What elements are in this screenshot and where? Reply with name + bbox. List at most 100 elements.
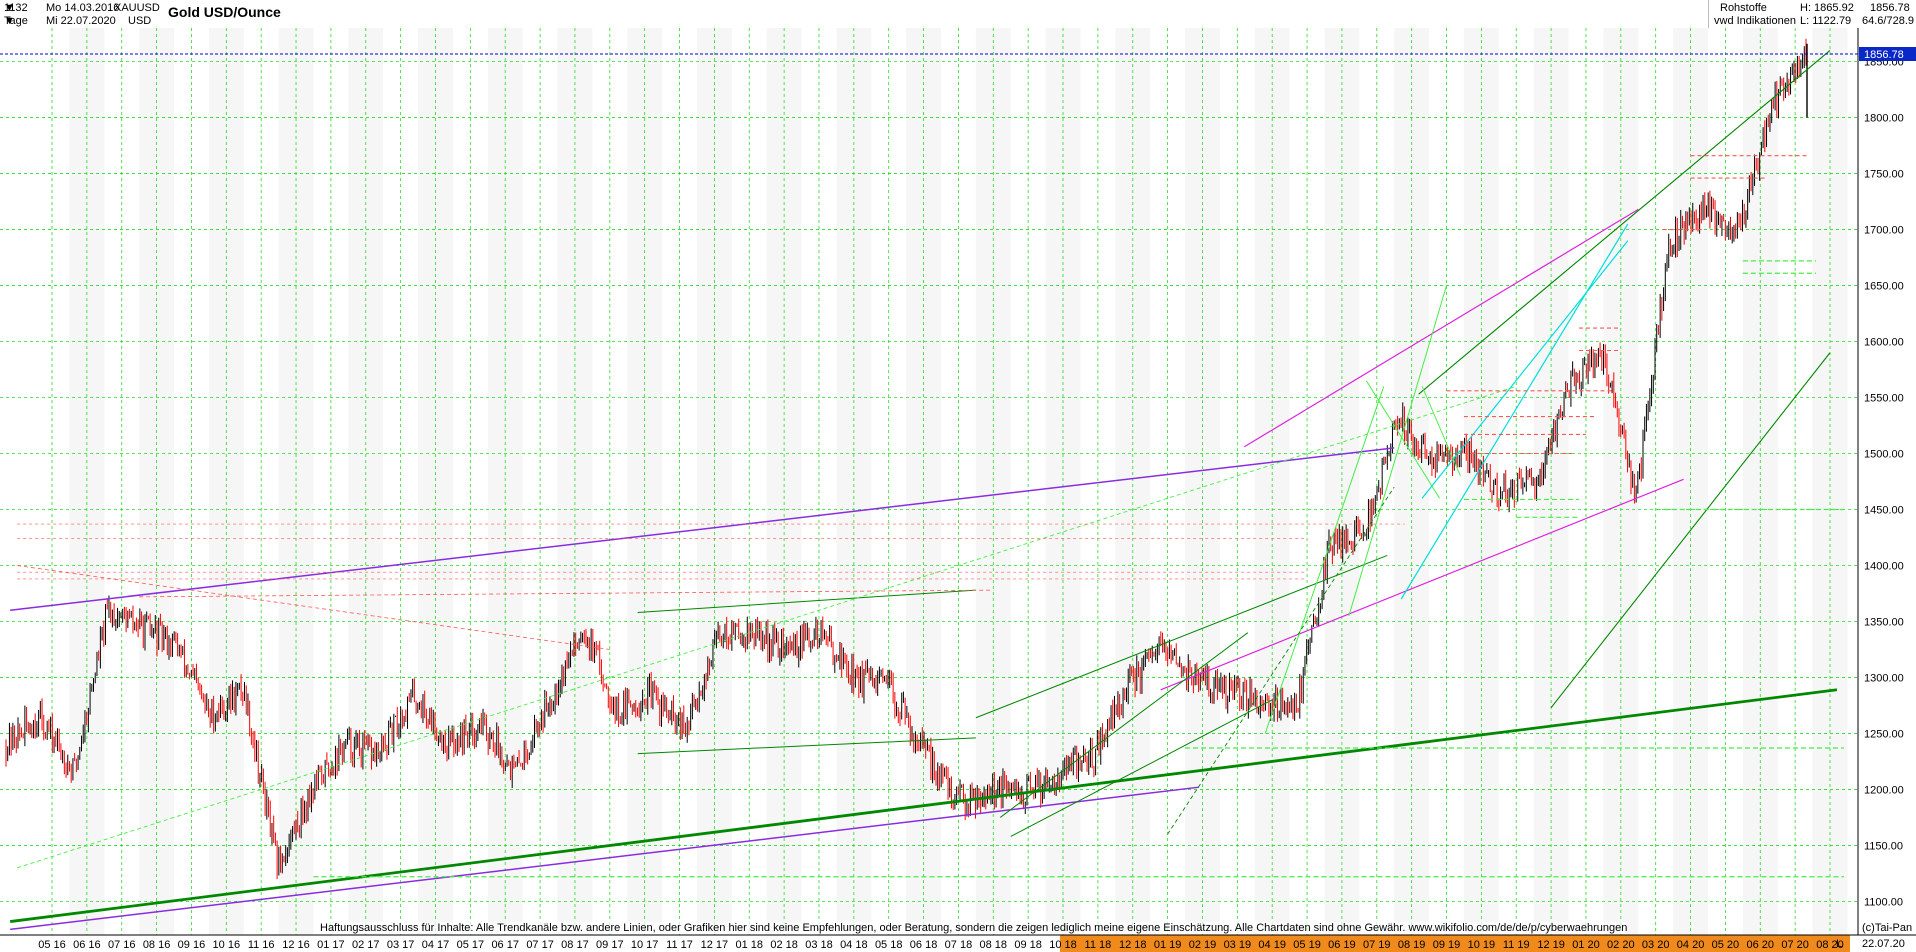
x-tick-label: 10 19 — [1468, 939, 1496, 951]
x-tick-label: 04 20 — [1677, 939, 1705, 951]
x-tick-label: 02 19 — [1189, 939, 1217, 951]
x-tick-label: 05 18 — [875, 939, 903, 951]
x-tick-label: 04 18 — [840, 939, 868, 951]
trendline-dotted — [1167, 486, 1395, 835]
x-tick-label: 11 17 — [666, 939, 693, 951]
y-tick-label: 1750.00 — [1864, 169, 1904, 181]
x-tick-label: 01 20 — [1572, 939, 1600, 951]
x-tick-label: 06 17 — [491, 939, 519, 951]
y-tick-label: 1800.00 — [1864, 113, 1904, 125]
x-tick-label: 12 16 — [282, 939, 310, 951]
y-tick-label: 1100.00 — [1864, 896, 1903, 908]
trendline-cyan — [1421, 240, 1629, 499]
trendline-cyan — [1400, 223, 1629, 600]
trendline-range — [637, 737, 976, 755]
trendline-support — [9, 688, 1838, 923]
category: Rohstoffe — [1720, 2, 1767, 14]
trendline-steep — [1365, 380, 1440, 499]
x-tick-label: 08 19 — [1398, 939, 1426, 951]
x-tick-label: 12 18 — [1119, 939, 1147, 951]
trendline-channel — [1243, 208, 1639, 448]
trendline-dotted-red — [139, 589, 994, 598]
x-tick-label: 07 20 — [1781, 939, 1809, 951]
high-value: H: 1865.92 — [1800, 2, 1854, 14]
x-tick-label: 10 16 — [213, 939, 241, 951]
y-tick-label: 1550.00 — [1864, 393, 1904, 405]
y-tick-label: 1650.00 — [1864, 281, 1904, 293]
x-tick-label: 09 19 — [1433, 939, 1461, 951]
trendline-channel — [975, 554, 1388, 719]
trendline-lower — [10, 786, 1200, 931]
y-tick-label: 1250.00 — [1864, 728, 1904, 740]
low-value: L: 1122.79 — [1800, 15, 1852, 27]
x-tick-label: 01 17 — [317, 939, 345, 951]
trendline-channel — [1160, 478, 1684, 691]
end-date: Mi 22.07.2020 — [46, 15, 116, 27]
x-tick-label: 10 18 — [1049, 939, 1077, 951]
y-tick-label: 1600.00 — [1864, 337, 1904, 349]
period-label: Tage — [4, 15, 28, 27]
x-tick-label: 09 16 — [178, 939, 206, 951]
info-panel — [1708, 0, 1916, 28]
x-tick-label: 01 18 — [735, 939, 763, 951]
data-source: vwd Indikationen — [1714, 15, 1796, 27]
x-tick-label: 07 19 — [1363, 939, 1391, 951]
x-tick-label: 04 17 — [422, 939, 450, 951]
chevron-down-icon: ▼ — [4, 15, 15, 27]
scale-mode[interactable]: L — [1836, 938, 1843, 950]
currency: USD — [128, 15, 152, 27]
copyright: (c)Tai-Pan — [1862, 922, 1913, 934]
x-tick-label: 09 17 — [596, 939, 624, 951]
x-tick-label: 11 18 — [1085, 939, 1112, 951]
chart-header: 1132 ▼ Mo 14.03.2016 Tage ▼ Mi 22.07.202… — [0, 0, 1916, 28]
bar-count: 1132 — [4, 2, 28, 14]
trendline-dotted — [16, 385, 1517, 869]
x-tick-label: 03 19 — [1224, 939, 1252, 951]
x-tick-label: 09 18 — [1014, 939, 1042, 951]
trendline-steep — [1264, 386, 1385, 734]
price-tag-label: 1856.78 — [1864, 49, 1904, 61]
x-tick-label: 05 16 — [38, 939, 66, 951]
trendline-upper — [10, 447, 1395, 612]
y-tick-label: 1500.00 — [1864, 449, 1904, 461]
x-tick-label: 08 16 — [143, 939, 171, 951]
x-tick-label: 08 20 — [1816, 939, 1844, 951]
x-tick-label: 05 19 — [1293, 939, 1321, 951]
x-tick-label: 07 17 — [526, 939, 554, 951]
trendline-channel — [1010, 699, 1273, 837]
x-tick-label: 03 18 — [805, 939, 833, 951]
x-tick-label: 12 19 — [1537, 939, 1565, 951]
y-tick-label: 1300.00 — [1864, 672, 1904, 684]
y-tick-label: 1150.00 — [1864, 840, 1903, 852]
counts: 64.6/728.9 — [1862, 15, 1914, 27]
symbol: XAUUSD — [114, 2, 160, 14]
x-tick-label: 05 17 — [457, 939, 485, 951]
x-tick-label: 11 16 — [248, 939, 275, 951]
trendline-channel — [1418, 49, 1831, 395]
y-tick-label: 1350.00 — [1864, 616, 1904, 628]
trendline-dotted-red — [17, 565, 610, 650]
x-tick-label: 02 18 — [770, 939, 798, 951]
x-tick-label: 11 19 — [1503, 939, 1530, 951]
chart-title: Gold USD/Ounce — [168, 4, 281, 20]
y-tick-label: 1700.00 — [1864, 225, 1904, 237]
trendline-range — [637, 589, 976, 614]
trendline-steep — [1348, 285, 1447, 617]
trendline-steep — [1421, 386, 1461, 477]
x-tick-label: 10 17 — [631, 939, 659, 951]
x-tick-label: 06 16 — [73, 939, 101, 951]
last-value: 1856.78 — [1870, 2, 1910, 14]
x-tick-label: 08 18 — [980, 939, 1008, 951]
x-tick-label: 03 17 — [387, 939, 415, 951]
trendline-channel — [999, 632, 1249, 818]
last-date: 22.07.20 — [1862, 938, 1905, 950]
y-tick-label: 1200.00 — [1864, 784, 1904, 796]
x-tick-label: 01 19 — [1154, 939, 1182, 951]
axis-highlight — [1060, 935, 1850, 952]
x-tick-label: 06 19 — [1328, 939, 1356, 951]
x-tick-label: 12 17 — [701, 939, 729, 951]
x-tick-label: 03 20 — [1642, 939, 1670, 951]
trendline-channel — [1550, 352, 1831, 709]
start-date: Mo 14.03.2016 — [46, 2, 120, 14]
